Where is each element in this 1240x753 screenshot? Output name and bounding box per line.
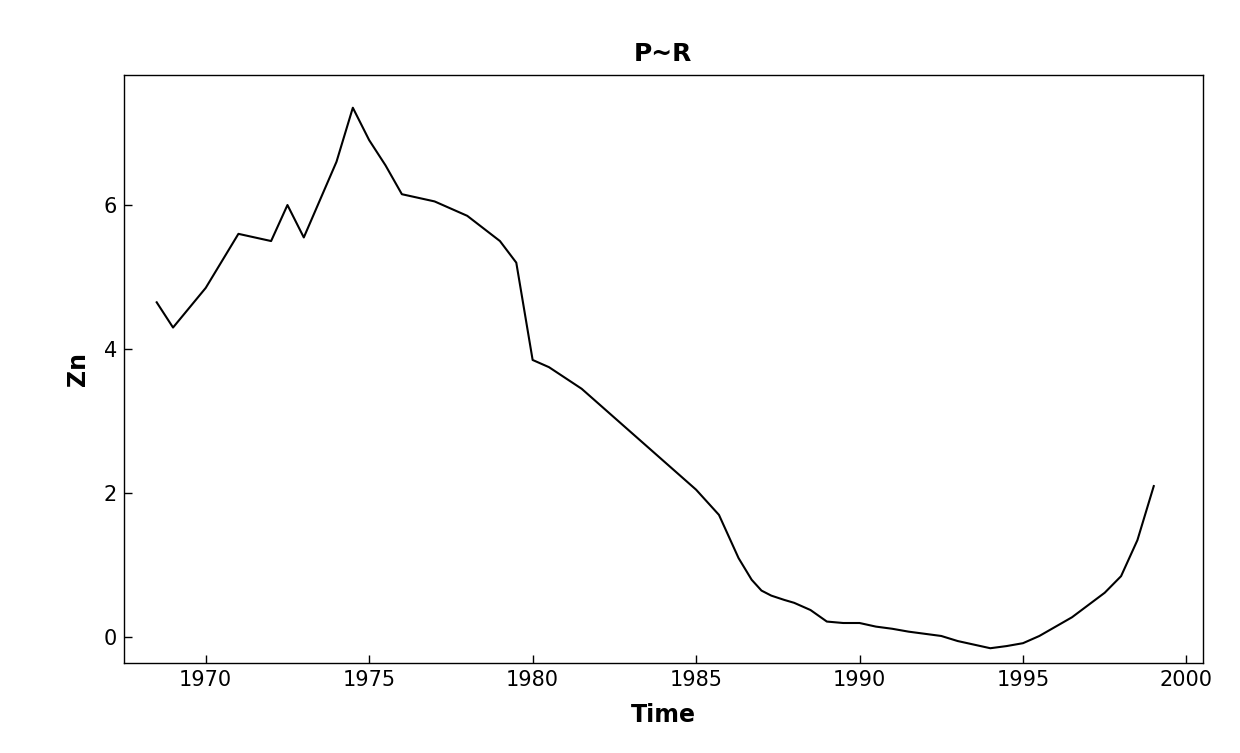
Y-axis label: Zn: Zn (66, 352, 89, 386)
X-axis label: Time: Time (631, 703, 696, 727)
Title: P~R: P~R (634, 42, 693, 66)
